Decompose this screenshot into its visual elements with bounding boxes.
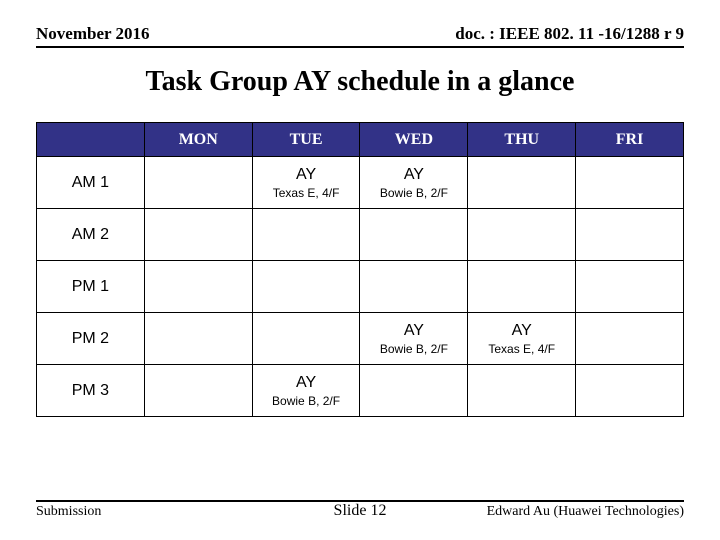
footer-right: Edward Au (Huawei Technologies) <box>487 504 684 520</box>
cell <box>468 209 576 261</box>
row-label-pm1: PM 1 <box>37 261 145 313</box>
page-title: Task Group AY schedule in a glance <box>36 66 684 98</box>
table-row: AM 2 <box>37 209 684 261</box>
cell <box>576 313 684 365</box>
cell-main: AY <box>364 165 463 184</box>
cell <box>360 261 468 313</box>
cell <box>576 209 684 261</box>
cell: AY Bowie B, 2/F <box>360 313 468 365</box>
cell-sub: Bowie B, 2/F <box>364 342 463 356</box>
cell: AY Texas E, 4/F <box>252 157 360 209</box>
row-label-am1: AM 1 <box>37 157 145 209</box>
cell <box>144 313 252 365</box>
table-row: PM 1 <box>37 261 684 313</box>
cell <box>144 209 252 261</box>
row-label-pm2: PM 2 <box>37 313 145 365</box>
header-row: November 2016 doc. : IEEE 802. 11 -16/12… <box>36 24 684 48</box>
cell-main: AY <box>364 321 463 340</box>
cell-sub: Texas E, 4/F <box>257 186 356 200</box>
cell <box>144 157 252 209</box>
header-doc-id: doc. : IEEE 802. 11 -16/1288 r 9 <box>455 24 684 44</box>
cell <box>576 365 684 417</box>
row-label-am2: AM 2 <box>37 209 145 261</box>
row-label-pm3: PM 3 <box>37 365 145 417</box>
table-row: PM 3 AY Bowie B, 2/F <box>37 365 684 417</box>
cell <box>576 157 684 209</box>
cell-main: AY <box>257 165 356 184</box>
slide: November 2016 doc. : IEEE 802. 11 -16/12… <box>0 0 720 540</box>
footer-left: Submission <box>36 504 101 520</box>
cell <box>252 313 360 365</box>
cell <box>468 365 576 417</box>
cell <box>360 365 468 417</box>
table-row: AM 1 AY Texas E, 4/F AY Bowie B, 2/F <box>37 157 684 209</box>
col-tue: TUE <box>252 123 360 157</box>
cell-sub: Texas E, 4/F <box>472 342 571 356</box>
schedule-table: MON TUE WED THU FRI AM 1 AY Texas E, 4/F … <box>36 122 684 417</box>
cell <box>144 261 252 313</box>
table-corner <box>37 123 145 157</box>
header-date: November 2016 <box>36 24 149 44</box>
cell-sub: Bowie B, 2/F <box>364 186 463 200</box>
col-mon: MON <box>144 123 252 157</box>
cell <box>468 261 576 313</box>
cell <box>468 157 576 209</box>
table-header-row: MON TUE WED THU FRI <box>37 123 684 157</box>
cell <box>576 261 684 313</box>
cell <box>252 261 360 313</box>
col-wed: WED <box>360 123 468 157</box>
cell-main: AY <box>257 373 356 392</box>
table-row: PM 2 AY Bowie B, 2/F AY Texas E, 4/F <box>37 313 684 365</box>
cell: AY Texas E, 4/F <box>468 313 576 365</box>
col-thu: THU <box>468 123 576 157</box>
cell <box>252 209 360 261</box>
footer-center: Slide 12 <box>334 502 387 520</box>
cell: AY Bowie B, 2/F <box>360 157 468 209</box>
cell-main: AY <box>472 321 571 340</box>
cell <box>360 209 468 261</box>
col-fri: FRI <box>576 123 684 157</box>
cell-sub: Bowie B, 2/F <box>257 394 356 408</box>
cell: AY Bowie B, 2/F <box>252 365 360 417</box>
cell <box>144 365 252 417</box>
